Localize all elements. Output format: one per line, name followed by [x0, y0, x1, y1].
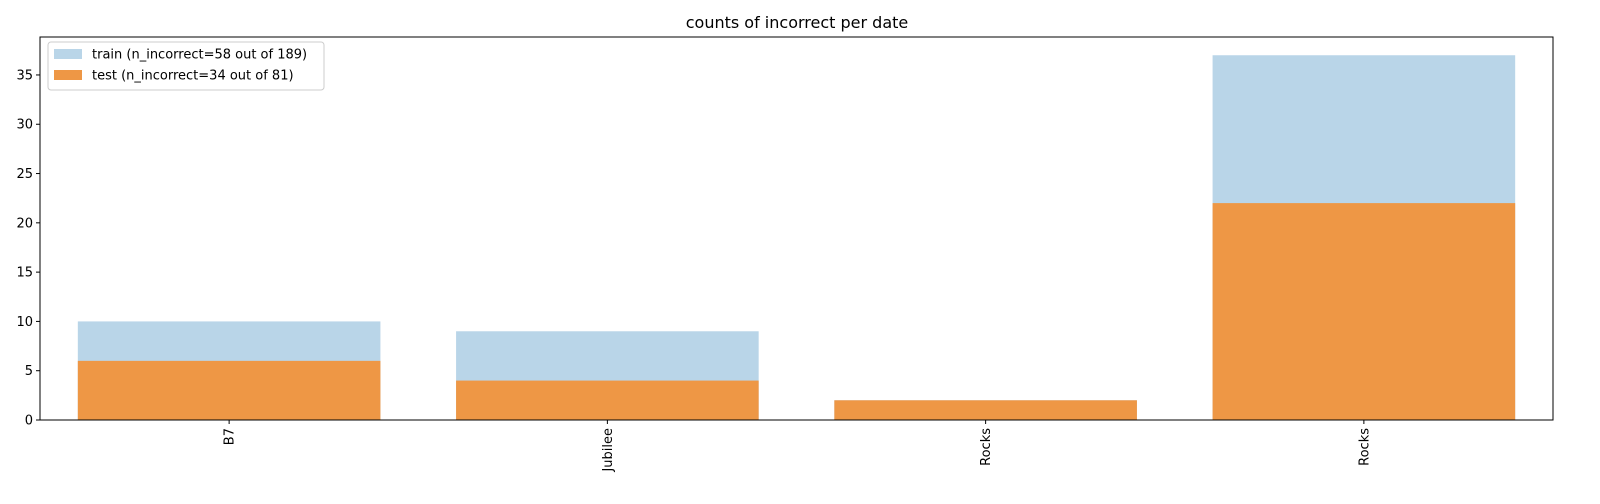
y-tick-label-0: 0 — [25, 414, 33, 429]
legend-swatch-0 — [54, 49, 82, 59]
y-tick-label-2: 10 — [16, 315, 33, 330]
legend: train (n_incorrect=58 out of 189) test (n… — [47, 41, 325, 91]
y-tick-label-6: 30 — [16, 118, 33, 133]
legend-label-1: test (n_incorrect=34 out of 81) — [92, 69, 294, 84]
series-1 — [77, 203, 1516, 420]
bar-1-3 — [1212, 203, 1516, 420]
legend-label-0: train (n_incorrect=58 out of 189) — [92, 48, 307, 63]
y-tick-label-4: 20 — [16, 216, 33, 231]
y-tick-label-1: 5 — [25, 364, 33, 379]
x-tick-label-0: B7 — [223, 428, 238, 445]
x-tick-label-2: Rocks — [979, 428, 994, 466]
x-tick-label-1: Jubilee — [601, 428, 616, 473]
chart-title: counts of incorrect per date — [686, 13, 909, 32]
bar-1-2 — [834, 400, 1137, 420]
legend-box — [47, 41, 325, 91]
y-tick-label-3: 15 — [16, 266, 33, 281]
legend-swatch-1 — [54, 70, 82, 80]
x-tick-label-3: Rocks — [1357, 428, 1372, 466]
axes-layer: 0 5 10 15 20 25 30 35 B7 Jubilee Rocks Rocks — [16, 36, 1554, 473]
y-tick-label-5: 25 — [16, 167, 33, 182]
bar-1-0 — [77, 360, 381, 420]
y-tick-label-7: 35 — [16, 68, 33, 83]
plot-frame — [39, 36, 1554, 421]
bar-1-1 — [456, 380, 759, 420]
bars-layer — [77, 55, 1516, 421]
